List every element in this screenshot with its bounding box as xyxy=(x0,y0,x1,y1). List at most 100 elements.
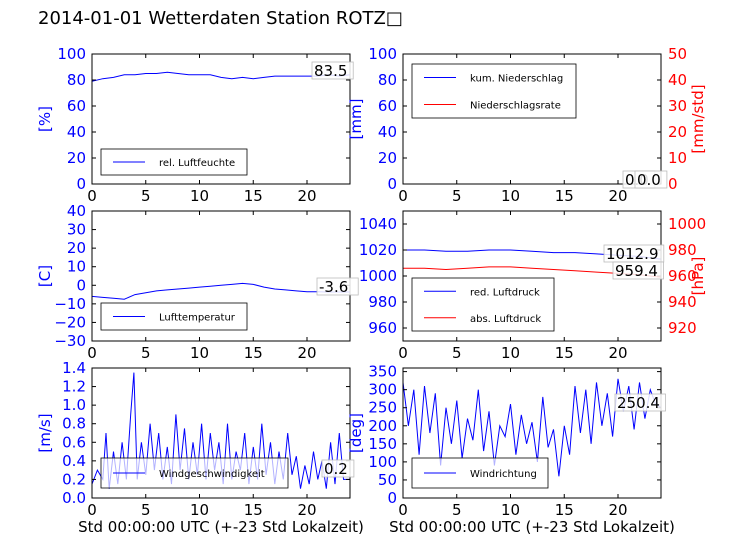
winddirection-ytick-label: 150 xyxy=(368,435,397,453)
temperature-value-box xyxy=(316,277,359,296)
pressure-xtick-label: 15 xyxy=(555,344,574,362)
precipitation-ytick-label: 60 xyxy=(378,97,397,115)
winddirection-ytick-label: 100 xyxy=(368,453,397,471)
pressure-ytick-label: 960 xyxy=(368,319,397,337)
windspeed-value-text: 0.2 xyxy=(324,460,348,478)
temperature-xtick-label: 15 xyxy=(244,344,263,362)
humidity-ytick-label: 20 xyxy=(67,149,86,167)
humidity-series-0-line xyxy=(92,71,350,82)
pressure-legend-entry: abs. Luftdruck xyxy=(470,314,541,325)
humidity-xtick-label: 10 xyxy=(190,187,209,205)
precipitation-y2tick-label: 20 xyxy=(668,123,687,141)
precipitation-y2tick-label: 10 xyxy=(668,149,687,167)
windspeed-ytick-label: 0.2 xyxy=(62,470,86,488)
winddirection-series-group xyxy=(403,378,661,477)
temperature-series-0-line xyxy=(92,282,350,300)
windspeed-xlabel: Std 00:00:00 UTC (+-23 Std Lokalzeit) xyxy=(78,518,364,536)
precipitation-xtick-label: 0 xyxy=(398,187,408,205)
pressure-y2tick-label: 980 xyxy=(668,241,697,259)
winddirection-axes-frame xyxy=(402,367,662,499)
winddirection-xtick-label: 15 xyxy=(555,501,574,519)
humidity-axes-frame xyxy=(91,53,351,185)
precipitation-ytick-label: 20 xyxy=(378,149,397,167)
temperature-ytick-label: −30 xyxy=(54,332,86,350)
pressure-legend-entry: red. Luftdruck xyxy=(470,287,540,298)
winddirection-xtick-label: 10 xyxy=(501,501,520,519)
precipitation-xtick-label: 5 xyxy=(452,187,462,205)
precipitation-ytick-label: 100 xyxy=(368,45,397,63)
windspeed-legend: Windgeschwindigkeit xyxy=(100,457,289,489)
temperature-legend-entry: Lufttemperatur xyxy=(159,313,236,324)
temperature-ytick-label: 10 xyxy=(67,258,86,276)
temperature-xtick-label: 20 xyxy=(297,344,316,362)
pressure-ytick-label: 1000 xyxy=(359,267,397,285)
humidity-xtick-label: 15 xyxy=(244,187,263,205)
windspeed-series-group xyxy=(92,372,350,489)
pressure-y2tick-label: 940 xyxy=(668,293,697,311)
humidity-series-group xyxy=(92,71,350,82)
pressure-legend-frame xyxy=(411,277,555,332)
humidity-xtick-label: 0 xyxy=(87,187,97,205)
winddirection-value-box xyxy=(614,393,666,412)
temperature-ylabel: [C] xyxy=(36,265,54,287)
temperature-xtick-label: 10 xyxy=(190,344,209,362)
pressure-value-box xyxy=(612,261,664,280)
temperature-ytick-label: 20 xyxy=(67,239,86,257)
pressure-value-readout: 1012.9 xyxy=(603,244,665,263)
winddirection-series-0-line xyxy=(403,378,661,477)
precipitation-y2tick-label: 0 xyxy=(668,175,678,193)
temperature-ytick-label: −10 xyxy=(54,295,86,313)
winddirection-ytick-label: 250 xyxy=(368,399,397,417)
precipitation-legend-entry: kum. Niederschlag xyxy=(470,74,563,85)
winddirection-xlabel: Std 00:00:00 UTC (+-23 Std Lokalzeit) xyxy=(389,518,675,536)
pressure-y2tick-label: 920 xyxy=(668,319,697,337)
humidity-ytick-label: 40 xyxy=(67,123,86,141)
temperature-ytick-label: 40 xyxy=(67,202,86,220)
temperature-ytick-label: 0 xyxy=(76,276,86,294)
windspeed-ytick-label: 1.2 xyxy=(62,378,86,396)
precipitation-xtick-label: 20 xyxy=(608,187,627,205)
winddirection-ytick-label: 300 xyxy=(368,381,397,399)
pressure-value-text: 959.4 xyxy=(615,262,658,280)
windspeed-panel: 0 5 10 15 200.00.20.40.60.81.01.21.4[m/s]Std… xyxy=(36,359,364,536)
precipitation-y2tick-label: 50 xyxy=(668,45,687,63)
windspeed-axes-frame xyxy=(91,367,351,499)
winddirection-legend: Windrichtung xyxy=(411,457,549,489)
precipitation-ytick-label: 80 xyxy=(378,71,397,89)
winddirection-ytick-label: 350 xyxy=(368,363,397,381)
precipitation-legend-frame xyxy=(411,63,577,119)
winddirection-xtick-label: 5 xyxy=(452,501,462,519)
winddirection-value-text: 250.4 xyxy=(617,394,660,412)
windspeed-xtick-label: 20 xyxy=(297,501,316,519)
winddirection-xtick-label: 0 xyxy=(398,501,408,519)
humidity-ytick-label: 60 xyxy=(67,97,86,115)
precipitation-ytick-label: 40 xyxy=(378,123,397,141)
windspeed-ytick-label: 0.0 xyxy=(62,489,86,507)
temperature-value-readout: -3.6 xyxy=(316,277,359,296)
windspeed-xtick-label: 15 xyxy=(244,501,263,519)
humidity-xtick-label: 5 xyxy=(141,187,151,205)
precipitation-ytick-label: 0 xyxy=(387,175,397,193)
precipitation-panel: 0 5 10 15 20 0 20 40 60 80 100 0 10 20 30 40 50 [mm] [mm/s… xyxy=(347,45,707,205)
temperature-ytick-label: −20 xyxy=(54,313,86,331)
precipitation-y2tick-label: 40 xyxy=(668,71,687,89)
winddirection-ytick-label: 50 xyxy=(378,471,397,489)
pressure-ytick-label: 980 xyxy=(368,293,397,311)
temperature-series-group xyxy=(92,282,350,300)
winddirection-ytick-label: 200 xyxy=(368,417,397,435)
windspeed-xtick-label: 10 xyxy=(190,501,209,519)
humidity-ytick-label: 80 xyxy=(67,71,86,89)
temperature-ytick-label: 30 xyxy=(67,221,86,239)
pressure-value-text: 1012.9 xyxy=(606,245,659,263)
temperature-legend: Lufttemperatur xyxy=(100,302,248,331)
windspeed-value-readout: 0.2 xyxy=(321,459,355,478)
winddirection-ylabel: [deg] xyxy=(347,413,365,453)
pressure-y2tick-label: 1000 xyxy=(668,215,706,233)
precipitation-legend: kum. Niederschlag Niederschlagsrate xyxy=(411,63,577,119)
windspeed-xtick-label: 5 xyxy=(141,501,151,519)
pressure-ytick-label: 1020 xyxy=(359,241,397,259)
windspeed-xtick-label: 0 xyxy=(87,501,97,519)
page-title: 2014-01-01 Wetterdaten Station ROTZ□ xyxy=(38,8,403,29)
